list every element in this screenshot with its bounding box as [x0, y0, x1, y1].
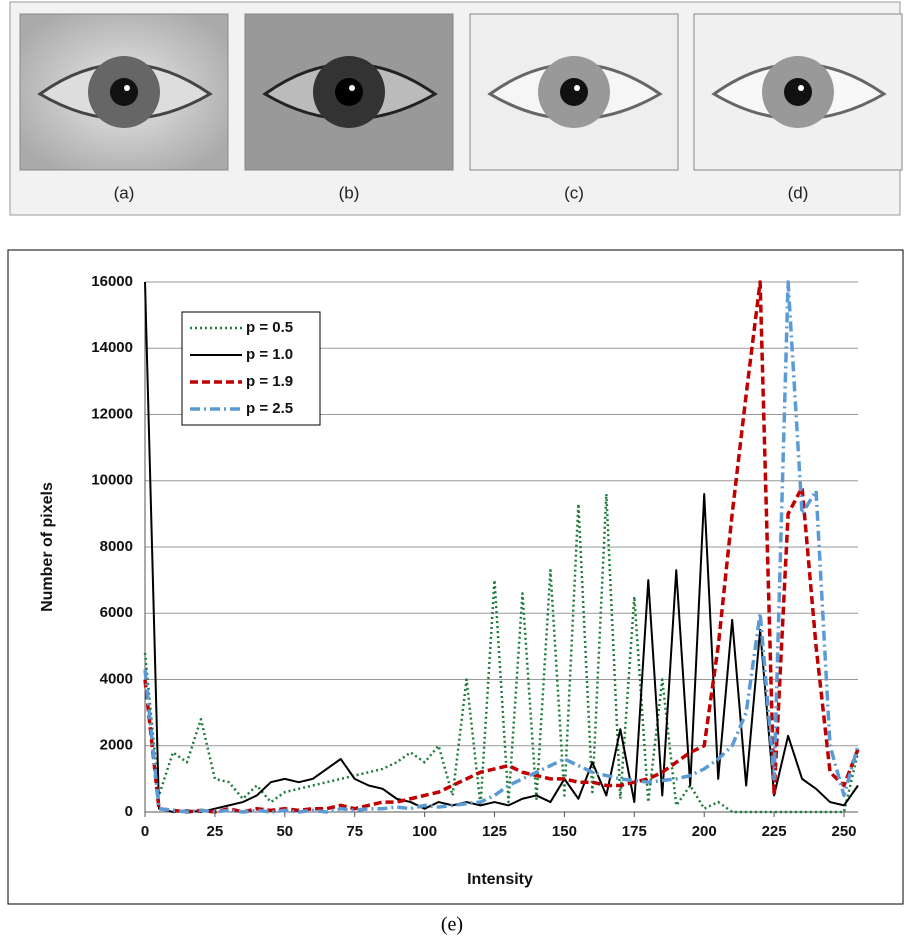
- series-line: [143, 280, 860, 814]
- x-axis-label: Intensity: [467, 871, 533, 888]
- eye-image: [469, 13, 679, 171]
- y-tick-label: 0: [125, 803, 133, 820]
- x-tick-label: 225: [762, 823, 787, 840]
- x-tick-label: 100: [412, 823, 437, 840]
- legend-box: [181, 311, 321, 426]
- panel-label: (a): [114, 183, 135, 202]
- panel-label: (d): [788, 183, 809, 202]
- series-line: [143, 280, 860, 814]
- x-tick-label: 125: [482, 823, 507, 840]
- y-tick-label: 8000: [100, 538, 133, 555]
- y-tick-label: 6000: [100, 604, 133, 621]
- y-tick-label: 10000: [91, 472, 133, 489]
- x-tick-label: 200: [692, 823, 717, 840]
- y-axis-label: Number of pixels: [39, 482, 56, 612]
- legend-label: p = 0.5: [246, 319, 293, 336]
- legend-label: p = 1.9: [246, 373, 293, 390]
- panel-label: (b): [339, 183, 360, 202]
- series-line: [144, 281, 859, 813]
- x-tick-label: 50: [276, 823, 293, 840]
- legend-label: p = 1.0: [246, 346, 293, 363]
- eye-image: [19, 13, 229, 171]
- y-tick-label: 12000: [91, 405, 133, 422]
- panel-label: (c): [564, 183, 584, 202]
- eye-image: [244, 13, 454, 171]
- x-tick-label: 75: [346, 823, 363, 840]
- eye-image: [693, 13, 903, 171]
- x-tick-label: 0: [141, 823, 149, 840]
- x-tick-label: 250: [832, 823, 857, 840]
- y-tick-label: 4000: [100, 670, 133, 687]
- x-tick-label: 25: [207, 823, 224, 840]
- x-tick-label: 150: [552, 823, 577, 840]
- x-tick-label: 175: [622, 823, 647, 840]
- y-tick-label: 16000: [91, 273, 133, 290]
- y-tick-label: 2000: [100, 737, 133, 754]
- plot: 0 2000 4000 6000 8000 10000 12000 14000 16000 0 25…: [91, 273, 860, 840]
- series-line: [143, 492, 860, 814]
- caption: (e): [441, 914, 463, 936]
- eye-images: [19, 13, 903, 171]
- legend-label: p = 2.5: [246, 400, 293, 417]
- y-tick-label: 14000: [91, 339, 133, 356]
